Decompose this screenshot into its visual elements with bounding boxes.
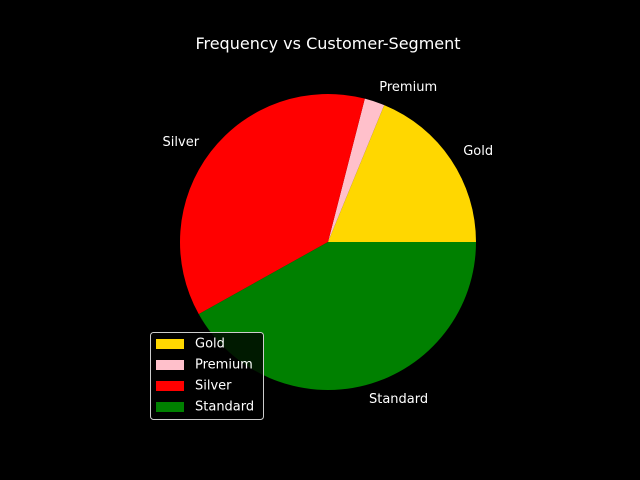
slice-label-standard: Standard bbox=[369, 392, 428, 407]
slice-label-silver: Silver bbox=[163, 135, 200, 150]
pie-slice-standard bbox=[198, 242, 477, 391]
legend-label-standard: Standard bbox=[195, 400, 254, 415]
pie-slice-premium bbox=[328, 98, 385, 242]
pie-slice-silver bbox=[180, 94, 365, 315]
legend-label-silver: Silver bbox=[195, 379, 232, 394]
chart-legend: Gold Premium Silver Standard bbox=[150, 332, 264, 420]
legend-frame bbox=[150, 332, 264, 420]
slice-label-gold: Gold bbox=[463, 144, 493, 159]
legend-swatch-premium bbox=[156, 360, 184, 370]
pie-slice-labels: Gold Premium Silver Standard bbox=[163, 80, 494, 407]
legend-label-premium: Premium bbox=[195, 358, 253, 373]
pie-slices bbox=[180, 94, 477, 391]
legend-swatch-silver bbox=[156, 381, 184, 391]
legend-label-gold: Gold bbox=[195, 337, 225, 352]
legend-swatch-gold bbox=[156, 339, 184, 349]
chart-title: Frequency vs Customer-Segment bbox=[195, 34, 460, 53]
slice-label-premium: Premium bbox=[379, 80, 437, 95]
pie-slice-gold bbox=[328, 105, 476, 243]
legend-swatch-standard bbox=[156, 402, 184, 412]
